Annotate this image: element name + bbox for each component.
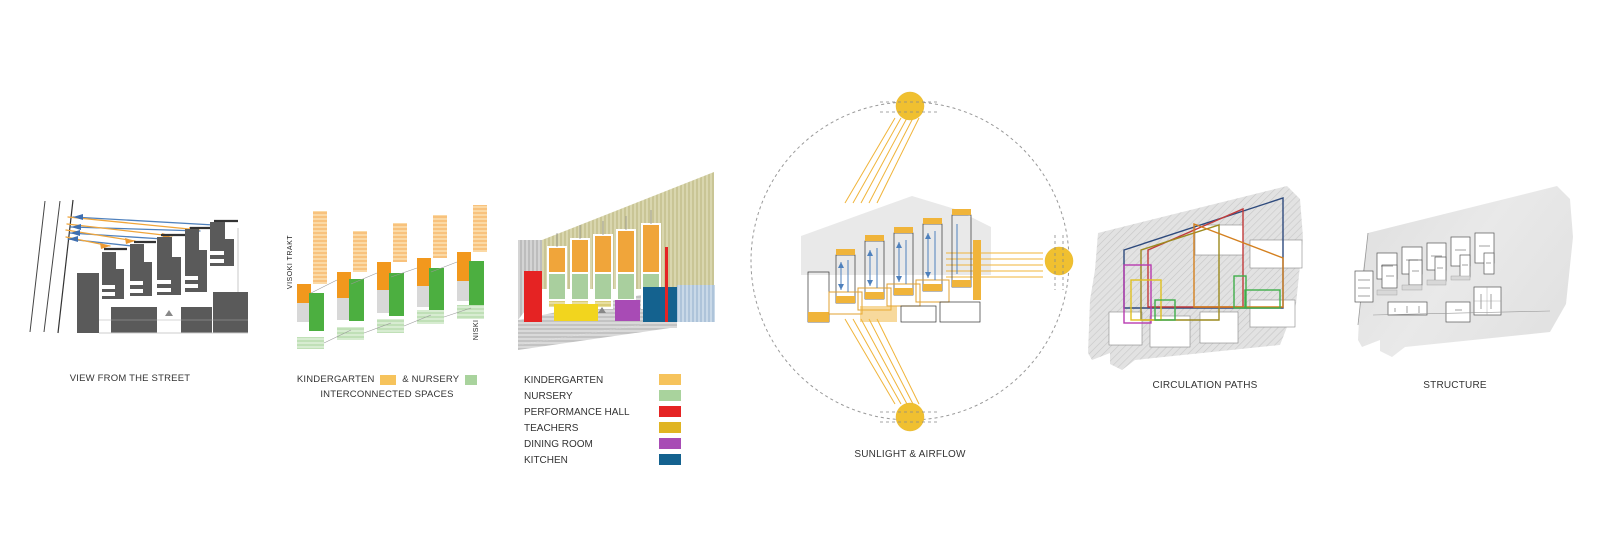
- svg-text:STRUCTURE: STRUCTURE: [1423, 380, 1487, 391]
